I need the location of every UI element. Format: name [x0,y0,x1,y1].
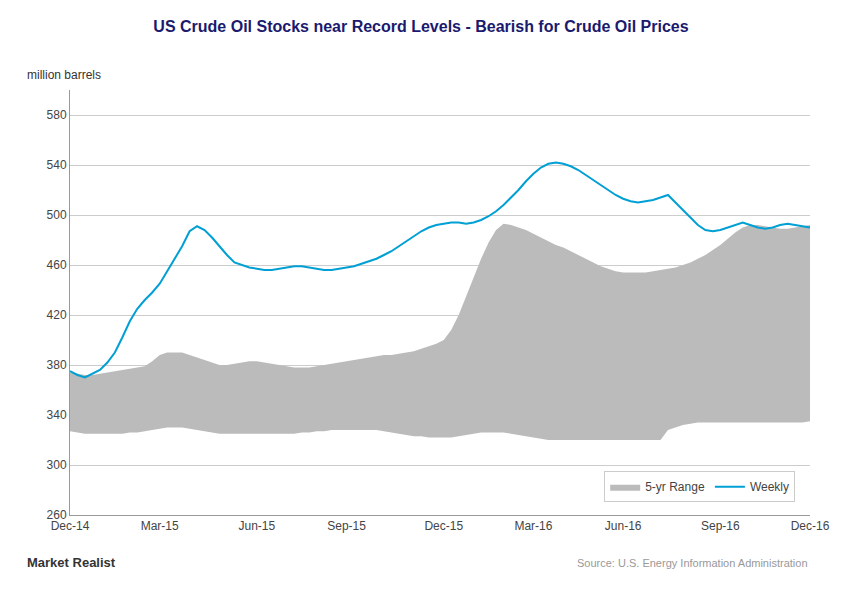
svg-text:Mar-16: Mar-16 [514,519,552,533]
svg-text:500: 500 [47,208,67,222]
svg-text:260: 260 [47,508,67,522]
svg-text:5-yr Range: 5-yr Range [645,480,705,494]
svg-text:Weekly: Weekly [750,480,789,494]
svg-text:Jun-15: Jun-15 [239,519,276,533]
svg-text:540: 540 [47,158,67,172]
svg-text:Dec-15: Dec-15 [424,519,463,533]
svg-text:580: 580 [47,108,67,122]
svg-text:Source: U.S. Energy Informatio: Source: U.S. Energy Information Administ… [577,557,808,569]
svg-text:420: 420 [47,308,67,322]
svg-text:million barrels: million barrels [27,68,101,82]
svg-text:380: 380 [47,358,67,372]
svg-text:Dec-14: Dec-14 [51,519,90,533]
svg-text:Dec-16: Dec-16 [791,519,830,533]
svg-text:Sep-15: Sep-15 [327,519,366,533]
svg-text:Jun-16: Jun-16 [605,519,642,533]
svg-text:Sep-16: Sep-16 [701,519,740,533]
svg-text:340: 340 [47,408,67,422]
svg-text:Market Realist: Market Realist [27,555,116,570]
svg-text:300: 300 [47,458,67,472]
svg-text:US Crude Oil Stocks near Recor: US Crude Oil Stocks near Record Levels -… [153,18,688,35]
svg-text:Mar-15: Mar-15 [141,519,179,533]
svg-text:460: 460 [47,258,67,272]
